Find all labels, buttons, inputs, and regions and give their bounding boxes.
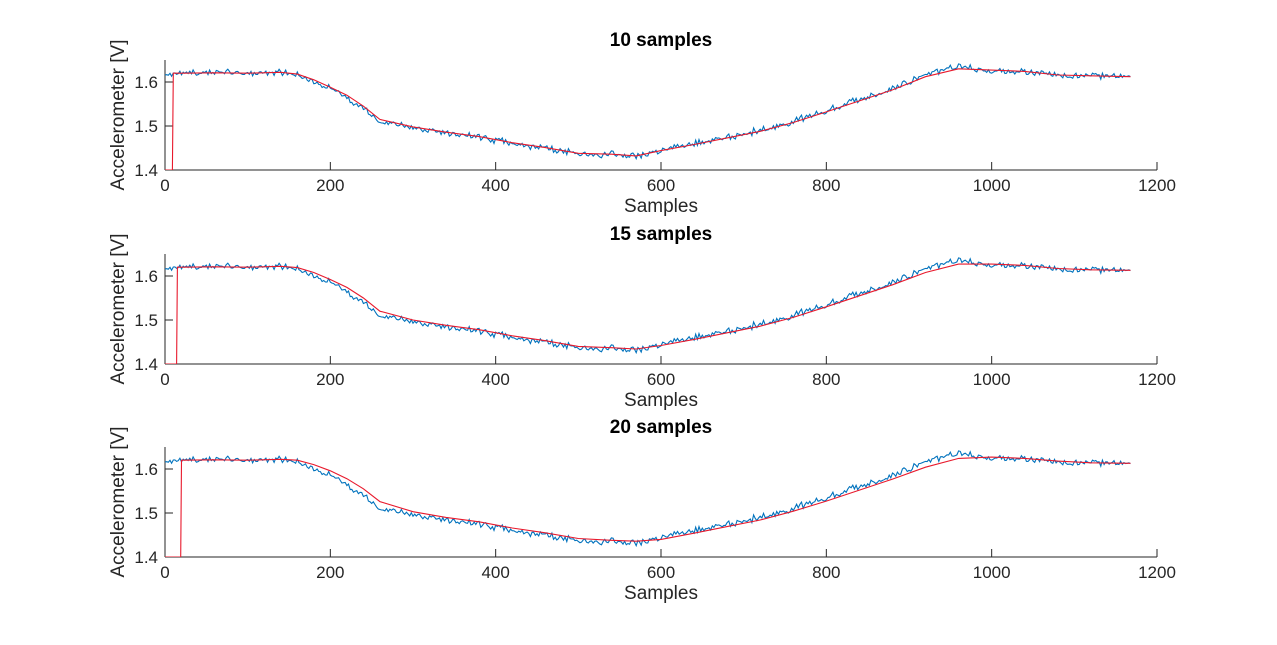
plot-area [165,257,1131,364]
y-tick-label: 1.6 [134,460,158,479]
x-tick-label: 1200 [1138,176,1176,195]
y-axis-label: Accelerometer [V] [108,40,129,191]
x-tick-label: 1000 [973,176,1011,195]
x-tick-label: 0 [160,176,169,195]
chart-title: 20 samples [610,417,712,438]
x-tick-label: 200 [316,176,344,195]
y-tick-label: 1.5 [134,504,158,523]
y-tick-label: 1.4 [134,161,158,180]
x-tick-label: 1000 [973,563,1011,582]
subplot-2: 0 200 400 600 800 1000 1200 1.4 1.5 1.6 15 samples… [108,224,1176,411]
y-axis-label: Accelerometer [V] [108,234,129,385]
plot-area [165,63,1131,170]
y-tick-label: 1.4 [134,355,158,374]
raw-signal-line [165,63,1131,161]
x-axis-label: Samples [624,196,698,217]
y-tick-label: 1.5 [134,117,158,136]
subplot-1: 0 200 400 600 800 1000 1200 1.4 1.5 1.6 10 samples… [108,30,1176,217]
y-tick-label: 1.6 [134,267,158,286]
y-tick-label: 1.4 [134,548,158,567]
plot-area [165,450,1131,557]
y-tick-label: 1.5 [134,311,158,330]
x-tick-label: 0 [160,563,169,582]
raw-signal-line [165,257,1131,355]
x-tick-label: 800 [812,370,840,389]
y-axis-label: Accelerometer [V] [108,427,129,578]
x-tick-label: 1200 [1138,563,1176,582]
x-tick-label: 400 [481,370,509,389]
chart-title: 15 samples [610,224,712,245]
moving-average-line [165,263,1131,364]
x-tick-label: 200 [316,563,344,582]
x-tick-label: 400 [481,563,509,582]
x-tick-label: 600 [647,176,675,195]
x-axis-label: Samples [624,583,698,604]
x-tick-label: 800 [812,563,840,582]
x-tick-label: 1200 [1138,370,1176,389]
x-tick-label: 400 [481,176,509,195]
x-tick-label: 1000 [973,370,1011,389]
x-tick-label: 800 [812,176,840,195]
raw-signal-line [165,450,1131,548]
moving-average-line [165,68,1131,170]
y-tick-label: 1.6 [134,73,158,92]
chart-title: 10 samples [610,30,712,51]
x-axis-label: Samples [624,390,698,411]
x-tick-label: 600 [647,370,675,389]
subplot-3: 0 200 400 600 800 1000 1200 1.4 1.5 1.6 20 samples… [108,417,1176,604]
x-tick-label: 600 [647,563,675,582]
x-tick-label: 0 [160,370,169,389]
x-tick-label: 200 [316,370,344,389]
moving-average-line [165,456,1131,557]
